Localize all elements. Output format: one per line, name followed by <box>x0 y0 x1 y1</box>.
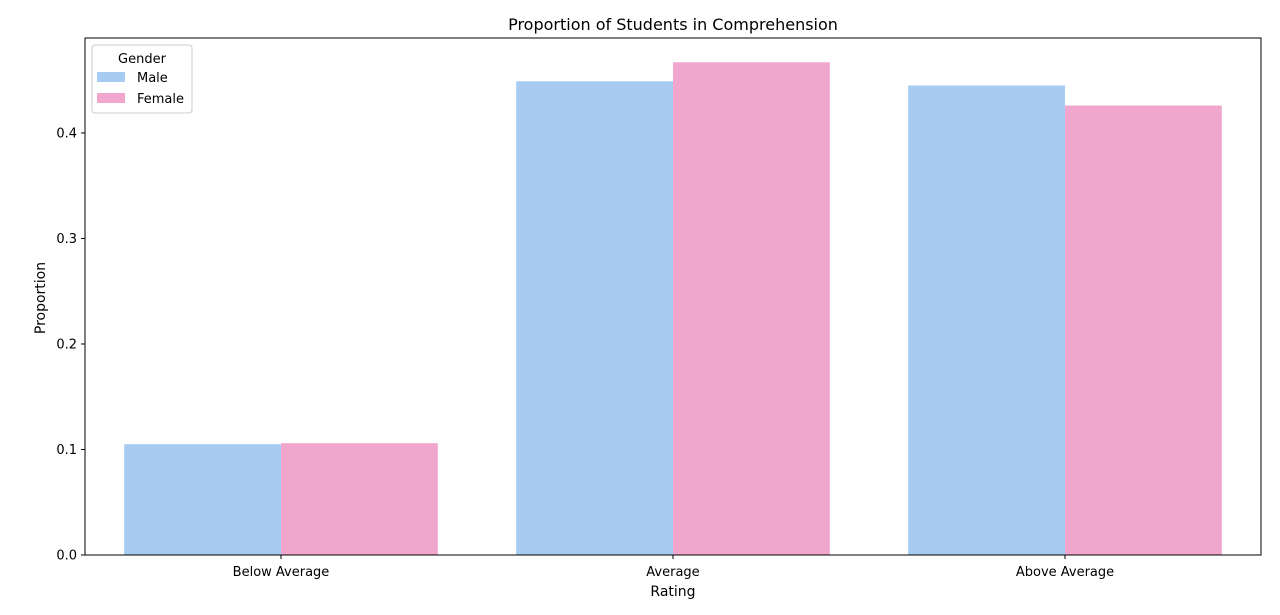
x-tick-label: Above Average <box>1016 565 1114 580</box>
legend-title: Gender <box>118 52 167 67</box>
x-axis-label: Rating <box>650 584 695 600</box>
y-axis: 0.0 0.1 0.2 0.3 0.4 <box>56 126 85 564</box>
x-tick-label: Average <box>646 565 699 580</box>
bar-male-2 <box>908 85 1065 556</box>
legend-label-male: Male <box>137 71 168 86</box>
plot-frame <box>84 37 1262 556</box>
legend-swatch-female <box>97 93 125 103</box>
x-axis: Below Average Average Above Average <box>233 555 1114 580</box>
legend-swatch-male <box>97 72 125 82</box>
legend-label-female: Female <box>137 92 184 107</box>
chart-title: Proportion of Students in Comprehension <box>508 15 838 34</box>
bar-male-1 <box>516 81 673 555</box>
y-tick-label: 0.3 <box>56 232 77 247</box>
bar-female-0 <box>281 443 438 555</box>
bar-female-2 <box>1065 105 1222 556</box>
legend: Gender Male Female <box>91 44 193 114</box>
bar-male-0 <box>124 444 281 555</box>
y-tick-label: 0.4 <box>56 126 77 141</box>
x-tick-label: Below Average <box>233 565 330 580</box>
y-tick-label: 0.0 <box>56 549 77 564</box>
plot-area <box>124 62 1222 556</box>
y-tick-label: 0.1 <box>56 443 77 458</box>
y-tick-label: 0.2 <box>56 337 77 352</box>
y-axis-label: Proportion <box>33 262 49 334</box>
bar-female-1 <box>673 62 830 556</box>
